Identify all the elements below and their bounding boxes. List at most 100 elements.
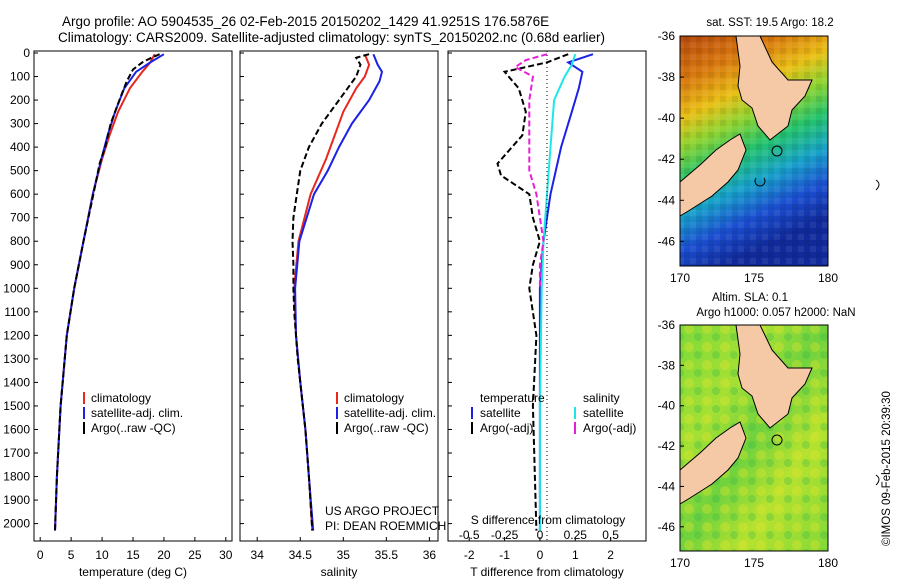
legend-sal-argo: Argo(-adj)	[583, 421, 636, 435]
temperature-xlabel: temperature (deg C)	[79, 565, 187, 579]
map-y-tick-label: -46	[658, 520, 676, 534]
x-tick-label: 0	[537, 548, 544, 562]
map-y-tick-label: -42	[658, 439, 676, 453]
map-x-tick-label: 170	[670, 271, 690, 285]
depth-tick-label: 900	[10, 258, 30, 272]
s-tick-label: -0.5	[459, 528, 480, 542]
map-y-tick-label: -40	[658, 399, 676, 413]
depth-tick-label: 1600	[3, 422, 30, 436]
sla-map-title2: Argo h1000: 0.057 h2000: NaN	[696, 307, 855, 319]
sst-map-title: sat. SST: 19.5 Argo: 18.2	[706, 17, 833, 29]
map-y-tick-label: -36	[658, 29, 676, 43]
x-tick-label: 0	[37, 548, 44, 562]
difference-series	[496, 53, 594, 531]
map-x-tick-label: 170	[670, 556, 690, 570]
sla-map-title1: Altim. SLA: 0.1	[712, 292, 788, 304]
legend-sal-satellite: satellite	[583, 406, 624, 420]
series-line-temperature-argo-adj-	[496, 53, 569, 531]
south-island-shape	[679, 133, 747, 217]
map-y-tick-label: -36	[658, 318, 676, 332]
x-tick-label: 20	[157, 548, 171, 562]
legend-temp-satellite: satellite	[480, 406, 521, 420]
x-tick-label: 35.5	[375, 548, 399, 562]
temperature-x-ticks: 0 5 10 15 20 25 30	[37, 537, 233, 562]
x-tick-label: 30	[219, 548, 233, 562]
depth-tick-label: 1800	[3, 470, 30, 484]
depth-tick-label: 1900	[3, 493, 30, 507]
sla-map	[679, 324, 829, 552]
series-line-climatology	[54, 53, 156, 531]
depth-tick-label: 0	[23, 46, 30, 60]
legend-satellite: satellite-adj. clim.	[344, 406, 436, 420]
map-x-tick-label: 175	[744, 271, 764, 285]
depth-tick-label: 600	[10, 187, 30, 201]
argo-location-marker	[771, 434, 783, 446]
project-annotation: US ARGO PROJECT	[325, 504, 440, 518]
south-island-shape	[679, 421, 747, 505]
depth-tick-label: 300	[10, 117, 30, 131]
map-x-tick-label: 180	[818, 556, 838, 570]
x-tick-label: 15	[126, 548, 140, 562]
temperature-series	[54, 53, 165, 531]
legend-temp-argo: Argo(-adj)	[480, 421, 533, 435]
difference-xlabel: T difference from climatology	[470, 565, 624, 579]
legend-climatology: climatology	[344, 391, 404, 405]
series-line-argo-raw-qc-	[291, 53, 370, 531]
depth-tick-label: 100	[10, 70, 30, 84]
legend-argo: Argo(..raw -QC)	[344, 421, 429, 435]
sst-map	[679, 35, 829, 267]
x-tick-label: 2	[607, 548, 614, 562]
x-tick-label: 25	[188, 548, 202, 562]
x-tick-label: 35	[337, 548, 351, 562]
depth-tick-label: 200	[10, 93, 30, 107]
legend-argo: Argo(..raw -QC)	[91, 421, 176, 435]
depth-tick-label: 2000	[3, 517, 30, 531]
s-tick-label: 0.5	[602, 528, 619, 542]
argo-location-marker	[771, 145, 783, 157]
map-y-tick-label: -38	[658, 70, 676, 84]
depth-tick-label: 1300	[3, 352, 30, 366]
map-y-tick-label: -44	[658, 479, 676, 493]
series-line-salinity-satellite	[538, 53, 577, 531]
salinity-series	[291, 53, 384, 531]
map-y-tick-label: -40	[658, 111, 676, 125]
x-tick-label: -1	[499, 548, 510, 562]
series-line-salinity-argo-adj-	[513, 53, 548, 289]
x-tick-label: 36	[423, 548, 437, 562]
map-y-tick-label: -44	[658, 193, 676, 207]
temperature-panel-frame	[33, 50, 233, 542]
header-line1: Argo profile: AO 5904535_26 02-Feb-2015 …	[62, 14, 549, 29]
depth-axis: 0 100 200 300 400 500 600 700 800 900 1000 1100 1200…	[3, 46, 452, 531]
depth-tick-label: 1500	[3, 399, 30, 413]
map-y-tick-label: -46	[658, 234, 676, 248]
north-island-shape	[735, 324, 813, 429]
depth-tick-label: 800	[10, 234, 30, 248]
s-tick-label: 0	[537, 528, 544, 542]
s-tick-label: -0.25	[491, 528, 519, 542]
series-line-temperature-satellite	[538, 53, 594, 531]
x-tick-label: 5	[68, 548, 75, 562]
depth-tick-label: 700	[10, 211, 30, 225]
x-tick-label: 34.5	[289, 548, 313, 562]
x-tick-label: 10	[95, 548, 109, 562]
north-island-shape	[735, 35, 813, 141]
salinity-xlabel: salinity	[321, 565, 358, 579]
map-y-tick-label: -42	[658, 152, 676, 166]
salinity-panel-frame	[239, 50, 439, 542]
legend-header-temperature: temperature	[480, 391, 545, 405]
difference-legend: temperature salinity satellite Argo(-adj…	[471, 391, 636, 435]
map-y-tick-label: -38	[658, 358, 676, 372]
map-x-tick-label: 175	[744, 556, 764, 570]
depth-tick-label: 1700	[3, 446, 30, 460]
x-tick-label: 1	[572, 548, 579, 562]
map-x-tick-label: 180	[818, 271, 838, 285]
difference-x-ticks: -2 -1 0 1 2	[464, 537, 614, 562]
sla-map-ticks: 170 175 180 -36 -38 -40 -42 -44 -46	[658, 318, 839, 570]
depth-tick-label: 400	[10, 140, 30, 154]
difference-s-ticks: -0.5 -0.25 0 0.25 0.5	[459, 528, 619, 542]
sst-map-ticks: 170 175 180 -36 -38 -40 -42 -44 -46	[658, 29, 839, 285]
header-line2: Climatology: CARS2009. Satellite-adjuste…	[58, 30, 605, 45]
series-line-argo-raw-qc-	[54, 53, 161, 531]
temperature-legend: climatology satellite-adj. clim. Argo(..…	[83, 391, 183, 435]
